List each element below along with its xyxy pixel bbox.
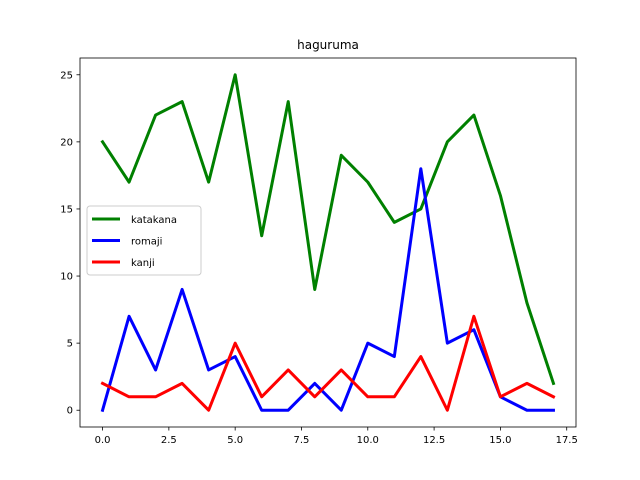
series-line-katakana [100, 73, 556, 386]
y-tick-label: 0 [67, 406, 73, 417]
x-tick-label: 5.0 [227, 435, 243, 446]
y-tick-label: 10 [60, 272, 73, 283]
y-tick-label: 25 [60, 70, 73, 81]
legend-items: katakana romaji kanji [92, 215, 177, 269]
x-tick-label: 12.5 [423, 435, 445, 446]
series-line-romaji [100, 167, 555, 413]
y-axis-ticks: 0 5 10 15 20 25 [60, 70, 80, 417]
x-tick-label: 2.5 [161, 435, 177, 446]
x-tick-label: 10.0 [357, 435, 379, 446]
chart-title: haguruma [297, 38, 359, 52]
legend: katakana romaji kanji [86, 205, 202, 276]
y-tick-label: 15 [60, 204, 73, 215]
x-tick-label: 17.5 [556, 435, 578, 446]
series-layer [100, 73, 556, 413]
series-line-kanji [100, 314, 556, 412]
plot-frame [79, 57, 577, 428]
x-tick-label: 7.5 [294, 435, 310, 446]
y-tick-label: 20 [60, 137, 73, 148]
legend-label-romaji: romaji [131, 237, 162, 248]
legend-box [86, 205, 202, 276]
legend-label-katakana: katakana [131, 215, 177, 226]
x-tick-label: 15.0 [489, 435, 511, 446]
x-axis-ticks: 0.0 2.5 5.0 7.5 10.0 12.5 15.0 17.5 [95, 427, 578, 446]
x-tick-label: 0.0 [95, 435, 111, 446]
legend-label-kanji: kanji [131, 258, 155, 269]
y-tick-label: 5 [67, 339, 73, 350]
